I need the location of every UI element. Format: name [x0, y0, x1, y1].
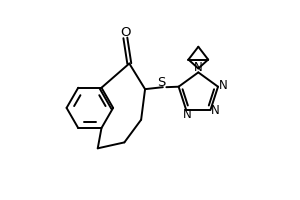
Text: O: O — [120, 26, 130, 39]
Text: N: N — [211, 104, 220, 117]
Text: N: N — [219, 79, 227, 92]
Text: S: S — [157, 76, 165, 89]
Text: N: N — [194, 61, 203, 74]
Text: N: N — [183, 108, 191, 121]
